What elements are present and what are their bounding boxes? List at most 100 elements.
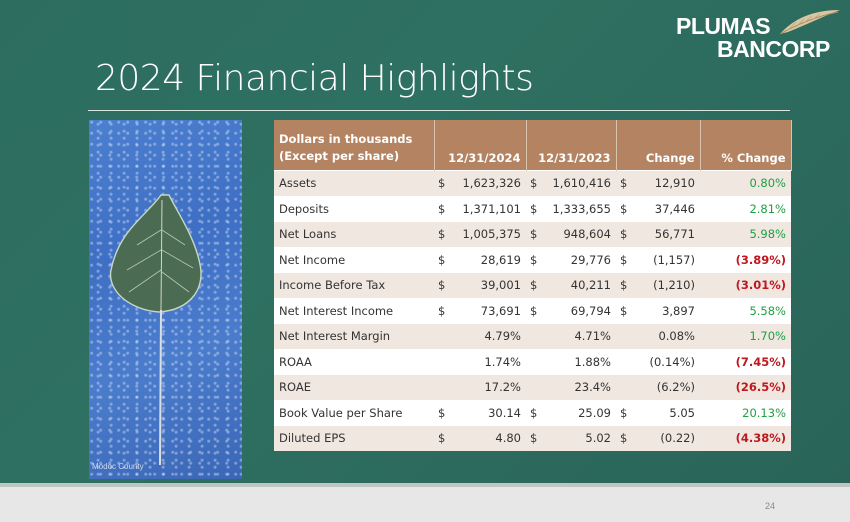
cell-value: (0.14%) [649, 354, 695, 369]
value-2023: $5.02 [526, 425, 616, 451]
value-change: $56,771 [616, 221, 700, 247]
row-label: Net Loans [274, 221, 434, 247]
cell-value: 1.74% [484, 354, 521, 369]
value-change: (0.14%) [616, 348, 700, 375]
table-row: Assets $1,623,326 $1,610,416 $12,910 0.80% [274, 170, 791, 196]
value-pct-change: (3.01%) [700, 272, 791, 298]
dollar-sign: $ [438, 405, 446, 420]
cell-value: 30.14 [488, 405, 521, 420]
cell-value: 17.2% [484, 380, 521, 395]
value-2023: $948,604 [526, 221, 616, 247]
header-label-line1: Dollars in thousands [279, 132, 413, 146]
value-pct-change: 20.13% [700, 399, 791, 426]
header-label-line2: (Except per share) [279, 149, 400, 163]
value-pct-change: (7.45%) [700, 348, 791, 375]
row-label: ROAE [274, 374, 434, 400]
dollar-sign: $ [438, 227, 446, 242]
value-change: $37,446 [616, 195, 700, 222]
dollar-sign: $ [438, 252, 446, 267]
cell-value: 56,771 [654, 227, 695, 242]
footer-stripe [0, 483, 850, 487]
cell-value: (1,210) [653, 278, 695, 293]
value-pct-change: (4.38%) [700, 425, 791, 451]
value-change: (6.2%) [616, 374, 700, 400]
cell-value: 28,619 [480, 252, 521, 267]
table-row: Net Income $28,619 $29,776 $ (1,157) (3.89%) [274, 246, 791, 273]
row-label: Net Interest Income [274, 297, 434, 324]
cell-value: 0.08% [658, 329, 695, 344]
header-col-2024: 12/31/2024 [434, 120, 527, 171]
cell-value: 40,211 [570, 278, 611, 293]
dollar-sign: $ [620, 405, 628, 420]
cell-value: 4.80 [495, 431, 521, 446]
dollar-sign: $ [620, 278, 628, 293]
table-header-row: Dollars in thousands (Except per share) … [274, 120, 792, 171]
cell-value: 4.71% [574, 329, 611, 344]
cell-value: 1.88% [574, 354, 611, 369]
value-pct-change: (3.89%) [700, 246, 791, 273]
header-col-change: Change [616, 120, 701, 171]
value-2024: $73,691 [434, 297, 526, 324]
cell-value: 69,794 [570, 303, 611, 318]
cell-value: 5.02 [585, 431, 611, 446]
cell-value: 1,610,416 [552, 176, 611, 191]
dollar-sign: $ [620, 176, 628, 191]
table-row: Book Value per Share $30.14 $25.09 $5.05 20.… [274, 399, 791, 426]
financial-highlights-table: Dollars in thousands (Except per share) … [274, 120, 792, 451]
value-pct-change: (26.5%) [700, 374, 791, 400]
cell-value: 4.79% [484, 329, 521, 344]
cell-value: 37,446 [654, 201, 695, 216]
photo-caption: Modoc County [92, 462, 144, 471]
table-row: ROAA 1.74% 1.88% (0.14%) (7.45%) [274, 348, 791, 375]
value-2023: 1.88% [526, 348, 616, 375]
cell-value: (6.2%) [656, 380, 695, 395]
dollar-sign: $ [530, 201, 538, 216]
value-change: $ (1,157) [616, 246, 700, 273]
table-row: Deposits $1,371,101 $1,333,655 $37,446 2.81% [274, 195, 791, 222]
value-2023: $40,211 [526, 272, 616, 298]
value-2023: $29,776 [526, 246, 616, 273]
value-pct-change: 5.98% [700, 221, 791, 247]
cell-value: 29,776 [570, 252, 611, 267]
plumas-bancorp-logo: PLUMAS BANCORP [674, 10, 844, 62]
value-change: 0.08% [616, 323, 700, 349]
value-change: $ (0.22) [616, 425, 700, 451]
row-label: ROAA [274, 348, 434, 375]
cell-value: 12,910 [654, 176, 695, 191]
cell-value: 1,333,655 [552, 201, 611, 216]
dollar-sign: $ [620, 303, 628, 318]
value-2024: $1,623,326 [434, 170, 526, 196]
cell-value: 39,001 [480, 278, 521, 293]
value-2023: $25.09 [526, 399, 616, 426]
row-label: Net Income [274, 246, 434, 273]
header-col-pct-change: % Change [700, 120, 792, 171]
table-row: Net Interest Income $73,691 $69,794 $3,897 5… [274, 297, 791, 324]
value-2024: $30.14 [434, 399, 526, 426]
dollar-sign: $ [530, 303, 538, 318]
cell-value: 25.09 [578, 405, 611, 420]
dollar-sign: $ [620, 252, 628, 267]
row-label: Diluted EPS [274, 425, 434, 451]
value-2024: $39,001 [434, 272, 526, 298]
value-change: $12,910 [616, 170, 700, 196]
cell-value: 948,604 [563, 227, 611, 242]
row-label: Income Before Tax [274, 272, 434, 298]
feather-icon [779, 10, 840, 35]
footer-bar [0, 487, 850, 522]
logo-line2: BANCORP [717, 36, 830, 62]
cell-value: (1,157) [653, 252, 695, 267]
value-2023: $1,610,416 [526, 170, 616, 196]
row-label: Net Interest Margin [274, 323, 434, 349]
dollar-sign: $ [530, 252, 538, 267]
cell-value: 73,691 [480, 303, 521, 318]
dollar-sign: $ [530, 176, 538, 191]
table-row: ROAE 17.2% 23.4% (6.2%) (26.5%) [274, 374, 791, 400]
table-row: Net Interest Margin 4.79% 4.71% 0.08% 1.70% [274, 323, 791, 349]
cell-value: 1,005,375 [462, 227, 521, 242]
value-2023: $69,794 [526, 297, 616, 324]
cell-value: 23.4% [574, 380, 611, 395]
header-label: Dollars in thousands (Except per share) [274, 120, 435, 171]
value-2023: 4.71% [526, 323, 616, 349]
cell-value: 5.05 [669, 405, 695, 420]
dollar-sign: $ [530, 405, 538, 420]
